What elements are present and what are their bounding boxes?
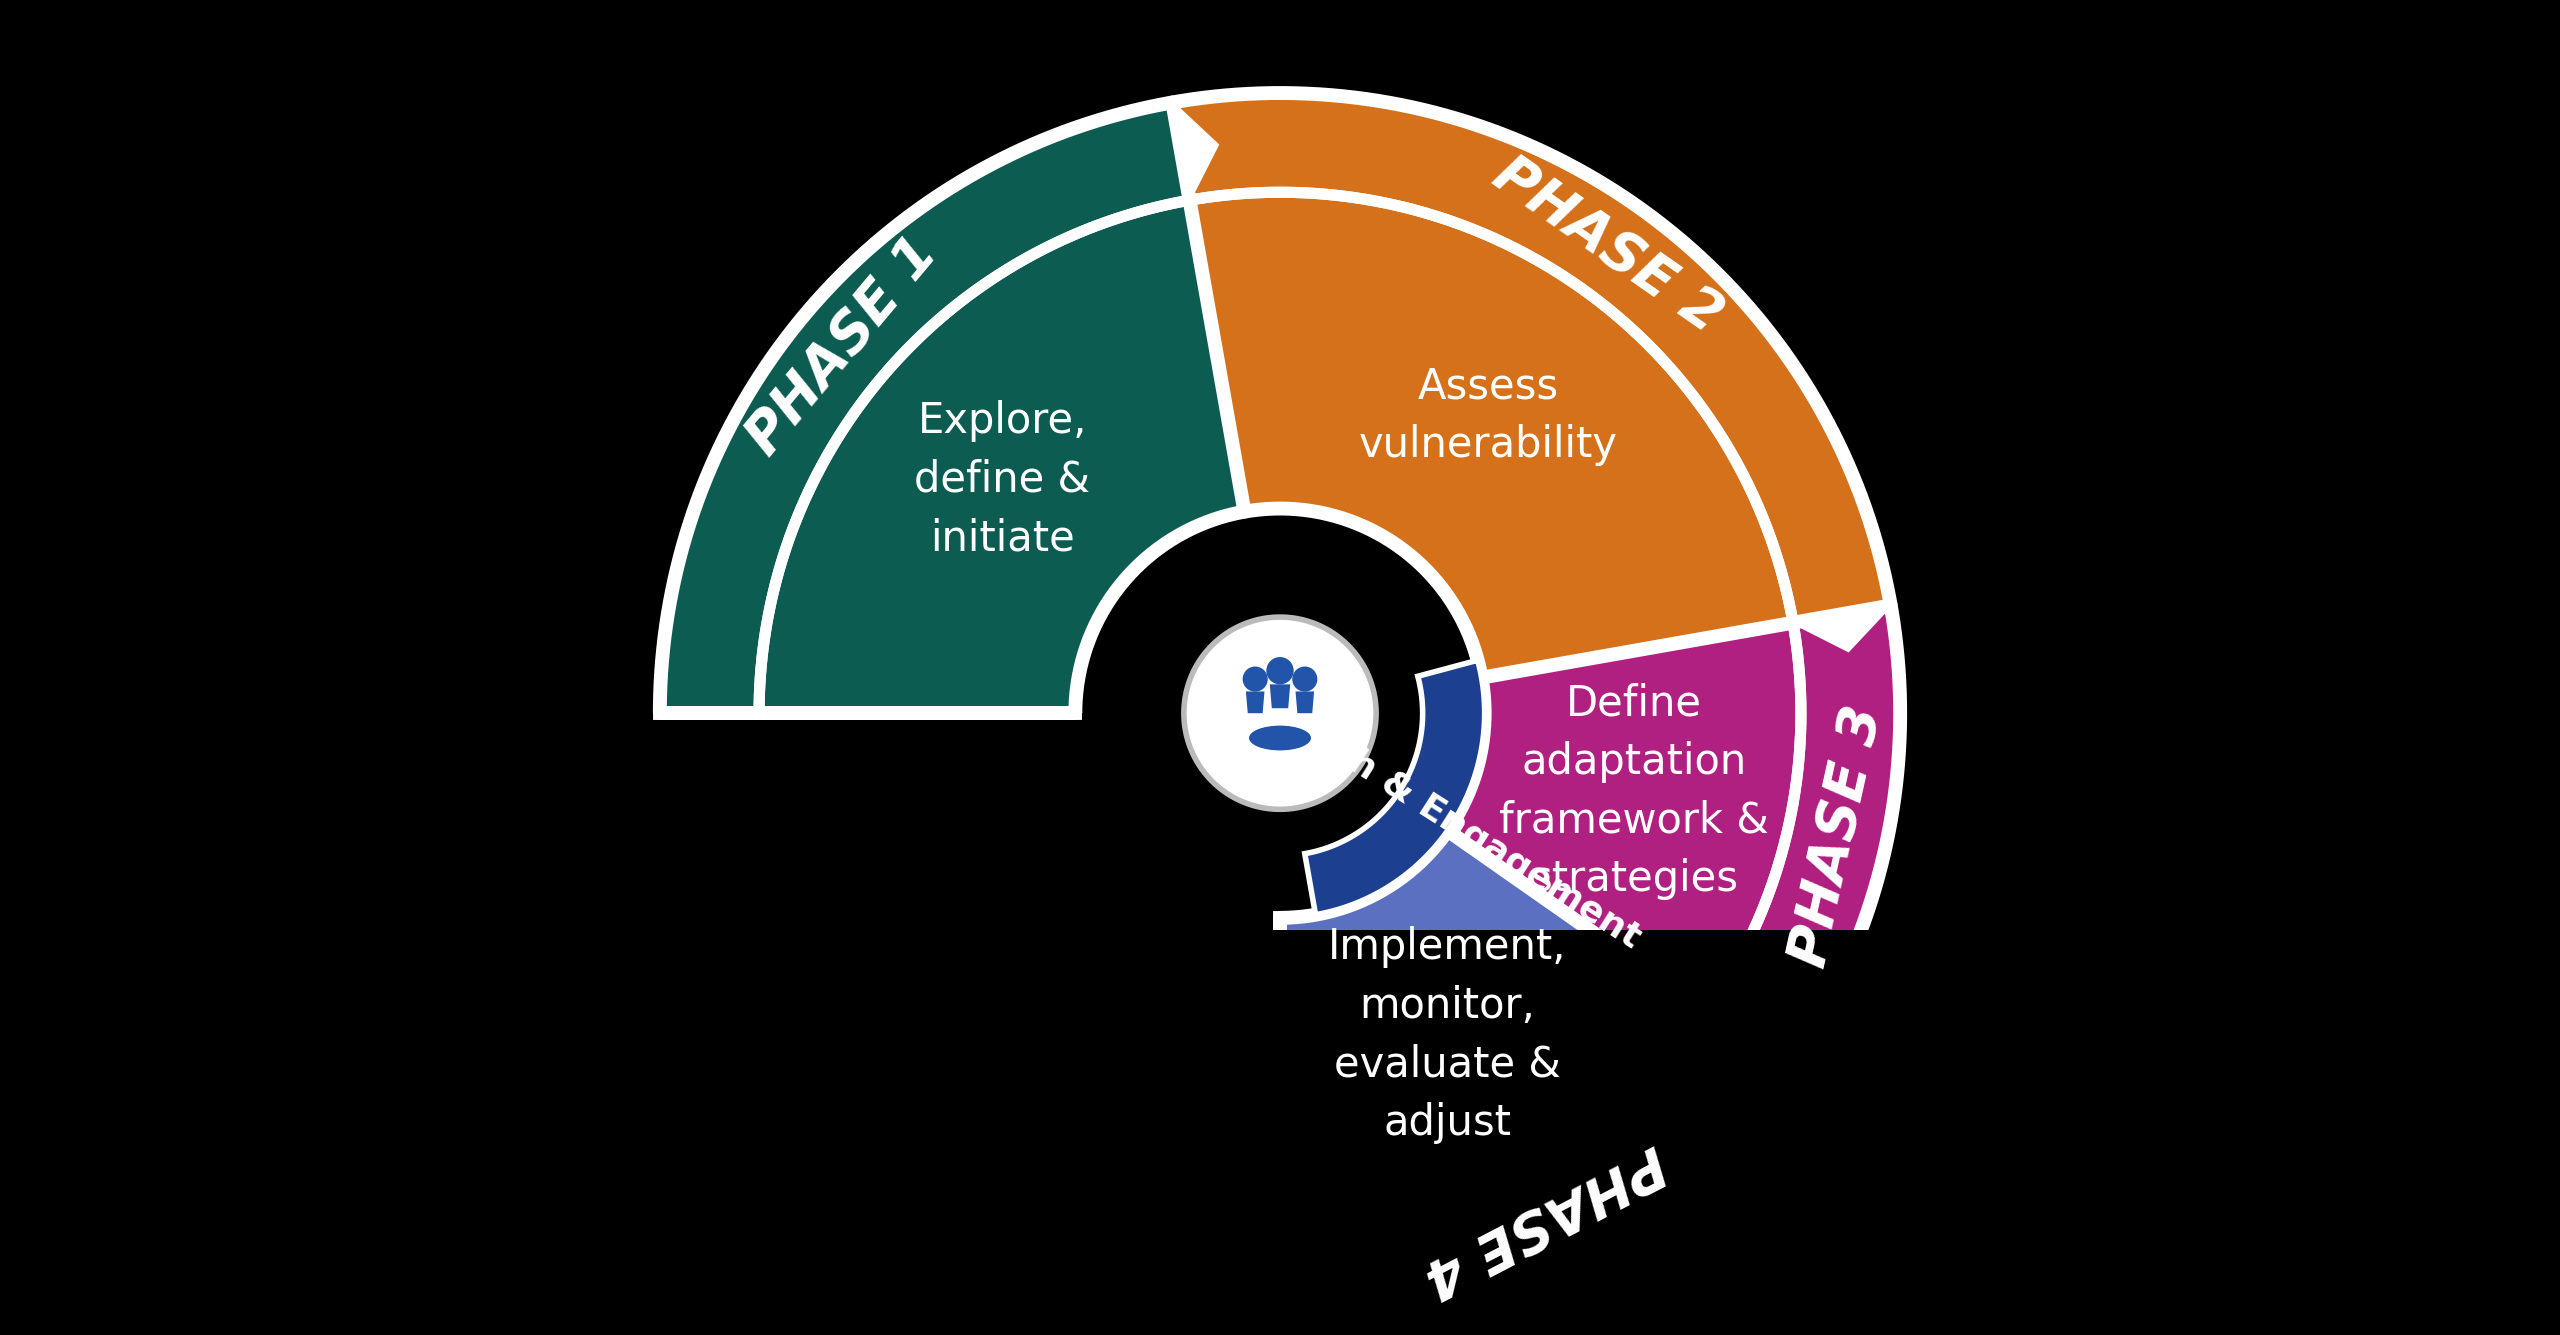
- Polygon shape: [1446, 606, 1900, 1069]
- Polygon shape: [1295, 692, 1313, 713]
- Polygon shape: [1280, 830, 1787, 1334]
- Text: PHASE 3: PHASE 3: [1782, 701, 1892, 972]
- Text: PHASE 2: PHASE 2: [1482, 147, 1731, 344]
- Polygon shape: [1708, 1012, 1787, 1071]
- Text: PHASE 4: PHASE 4: [1413, 1133, 1674, 1304]
- Circle shape: [1244, 668, 1267, 690]
- Text: Implement,
monitor,
evaluate &
adjust: Implement, monitor, evaluate & adjust: [1329, 926, 1567, 1144]
- Polygon shape: [660, 103, 1244, 713]
- Polygon shape: [1247, 692, 1265, 713]
- Circle shape: [1293, 668, 1316, 690]
- Polygon shape: [1792, 606, 1892, 650]
- Text: Define
adaptation
framework &
strategies: Define adaptation framework & strategies: [1500, 684, 1769, 901]
- Polygon shape: [1172, 93, 1892, 678]
- Text: Explore,
define &
initiate: Explore, define & initiate: [914, 400, 1091, 559]
- Circle shape: [1267, 658, 1293, 684]
- Polygon shape: [1172, 103, 1219, 200]
- Polygon shape: [660, 103, 1244, 713]
- Ellipse shape: [1249, 726, 1311, 750]
- Text: Outreach & Engagement: Outreach & Engagement: [1206, 658, 1646, 956]
- Polygon shape: [1280, 830, 1787, 1334]
- Polygon shape: [1446, 606, 1900, 1069]
- Text: Assess
vulnerability: Assess vulnerability: [1359, 366, 1618, 466]
- Text: PHASE 1: PHASE 1: [737, 227, 950, 466]
- Polygon shape: [1270, 685, 1290, 709]
- Polygon shape: [1172, 93, 1892, 678]
- Polygon shape: [1183, 617, 1377, 809]
- Polygon shape: [1306, 661, 1485, 914]
